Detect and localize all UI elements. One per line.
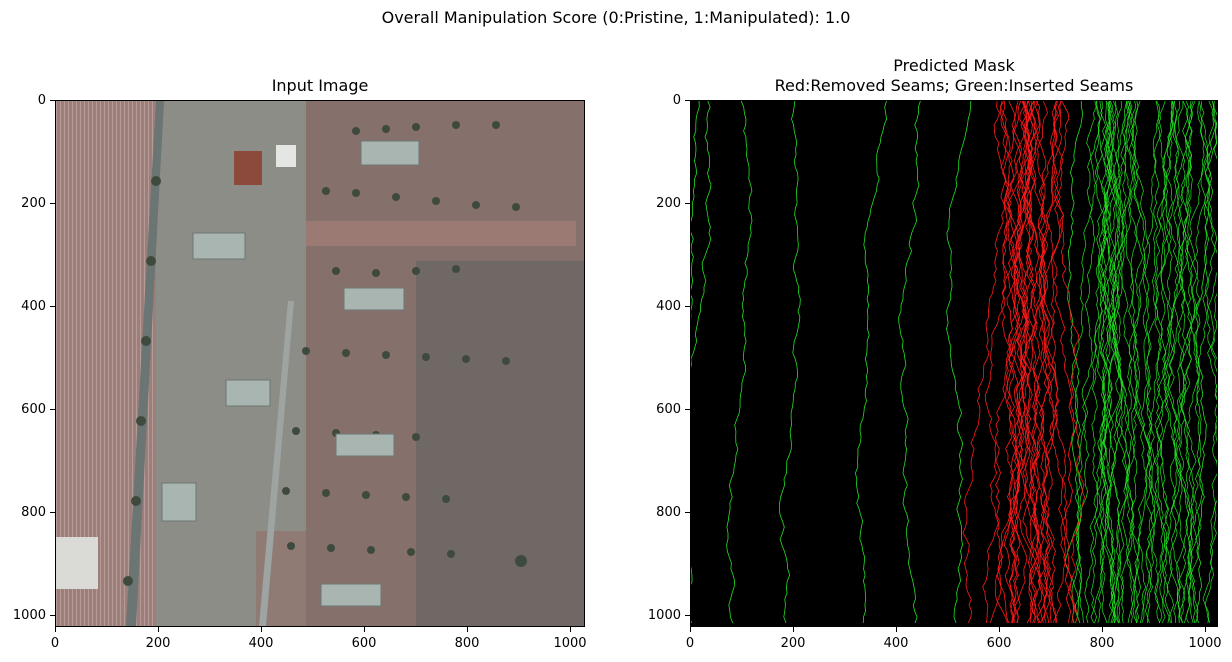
inserted-seam: [1145, 101, 1173, 624]
inserted-seam: [1179, 101, 1217, 624]
right-x-tick: 800: [1089, 636, 1115, 651]
inserted-seam: [691, 101, 712, 624]
inserted-seam: [1128, 101, 1151, 624]
removed-seam: [1021, 101, 1066, 624]
removed-seam: [1051, 101, 1085, 624]
inserted-seam: [1142, 101, 1166, 624]
inserted-seam: [1169, 101, 1194, 624]
removed-seam: [984, 101, 1012, 624]
inserted-seam: [1154, 101, 1184, 624]
inserted-seam: [1103, 101, 1124, 624]
removed-seam: [1007, 101, 1035, 624]
right-y-tick: 200: [656, 196, 681, 211]
inserted-seam: [1174, 101, 1202, 624]
removed-seam: [1010, 101, 1048, 624]
left-y-tick: 1000: [12, 608, 46, 623]
left-x-tick: 800: [454, 636, 480, 651]
left-y-tick: 600: [21, 402, 46, 417]
inserted-seam: [1094, 101, 1116, 624]
inserted-seam: [1084, 101, 1111, 624]
inserted-seam: [1176, 101, 1196, 624]
inserted-seam: [1139, 101, 1175, 624]
removed-seam: [1023, 101, 1076, 624]
inserted-seam: [1064, 101, 1105, 624]
removed-seam: [1023, 101, 1056, 624]
removed-seam: [1000, 101, 1042, 623]
right-x-tick: 200: [780, 636, 806, 651]
inserted-seam: [898, 101, 921, 624]
left-y-tick: 200: [21, 196, 46, 211]
mask-title-line1: Predicted Mask: [893, 56, 1015, 75]
inserted-seam: [691, 101, 700, 585]
removed-seam: [999, 101, 1021, 624]
left-y-tick: 800: [21, 505, 46, 520]
right-x-tick: 0: [685, 636, 695, 651]
inserted-seam: [726, 101, 753, 624]
removed-seam: [997, 101, 1029, 624]
figure-title: Overall Manipulation Score (0:Pristine, …: [381, 8, 851, 27]
left-y-tick: 0: [37, 93, 46, 108]
inserted-seam: [946, 101, 972, 624]
removed-seam: [1029, 101, 1059, 624]
right-y-tick: 400: [656, 299, 681, 314]
inserted-seam: [1116, 101, 1132, 624]
inserted-seam: [1155, 101, 1208, 624]
removed-seam: [1023, 101, 1055, 624]
inserted-seam: [1125, 101, 1167, 624]
inserted-seam: [1128, 101, 1150, 623]
right-y-tick: 600: [656, 402, 681, 417]
right-y-tick: 1000: [647, 608, 681, 623]
aerial-photo-graphic: [56, 101, 584, 626]
inserted-seam: [1090, 101, 1125, 624]
input-image-title: Input Image: [271, 76, 369, 95]
removed-seam: [1024, 101, 1049, 624]
right-x-tick: 1000: [1188, 636, 1222, 651]
removed-seam: [1002, 101, 1040, 624]
right-x-tick: 600: [986, 636, 1012, 651]
left-y-tick: 400: [21, 299, 46, 314]
left-x-tick: 600: [351, 636, 377, 651]
inserted-seam: [1067, 101, 1084, 624]
removed-seam: [1008, 101, 1030, 624]
inserted-seam: [1180, 101, 1215, 624]
mask-title-line2: Red:Removed Seams; Green:Inserted Seams: [774, 76, 1134, 95]
right-x-tick: 400: [883, 636, 909, 651]
inserted-seam: [1071, 101, 1106, 624]
left-x-tick: 1000: [553, 636, 587, 651]
inserted-seam: [1096, 101, 1127, 624]
inserted-seam: [778, 101, 801, 624]
removed-seam: [1005, 101, 1037, 624]
input-image: [55, 100, 585, 627]
left-x-tick: 400: [248, 636, 274, 651]
inserted-seam: [1108, 101, 1125, 624]
inserted-seam: [1168, 101, 1186, 623]
inserted-seam: [1156, 101, 1178, 624]
inserted-seam: [1197, 101, 1217, 624]
inserted-seam: [1110, 101, 1136, 624]
removed-seam: [1020, 101, 1058, 624]
right-y-tick: 800: [656, 505, 681, 520]
inserted-seam: [1155, 101, 1187, 624]
seam-mask-graphic: [691, 101, 1217, 624]
predicted-mask: [690, 100, 1218, 627]
inserted-seam: [1101, 101, 1116, 624]
removed-seam: [1043, 101, 1058, 624]
inserted-seam: [1120, 101, 1141, 624]
right-y-tick: 0: [672, 93, 681, 108]
left-x-tick: 200: [145, 636, 171, 651]
left-x-tick: 0: [50, 636, 60, 651]
inserted-seam: [1182, 101, 1202, 624]
mask-title: Predicted Mask Red:Removed Seams; Green:…: [690, 56, 1218, 96]
inserted-seam: [1145, 101, 1162, 624]
inserted-seam: [1098, 101, 1117, 624]
inserted-seam: [1202, 101, 1217, 624]
removed-seam: [1032, 101, 1050, 624]
inserted-seam: [1071, 101, 1101, 624]
removed-seam: [1051, 101, 1079, 624]
inserted-seam: [854, 101, 888, 624]
